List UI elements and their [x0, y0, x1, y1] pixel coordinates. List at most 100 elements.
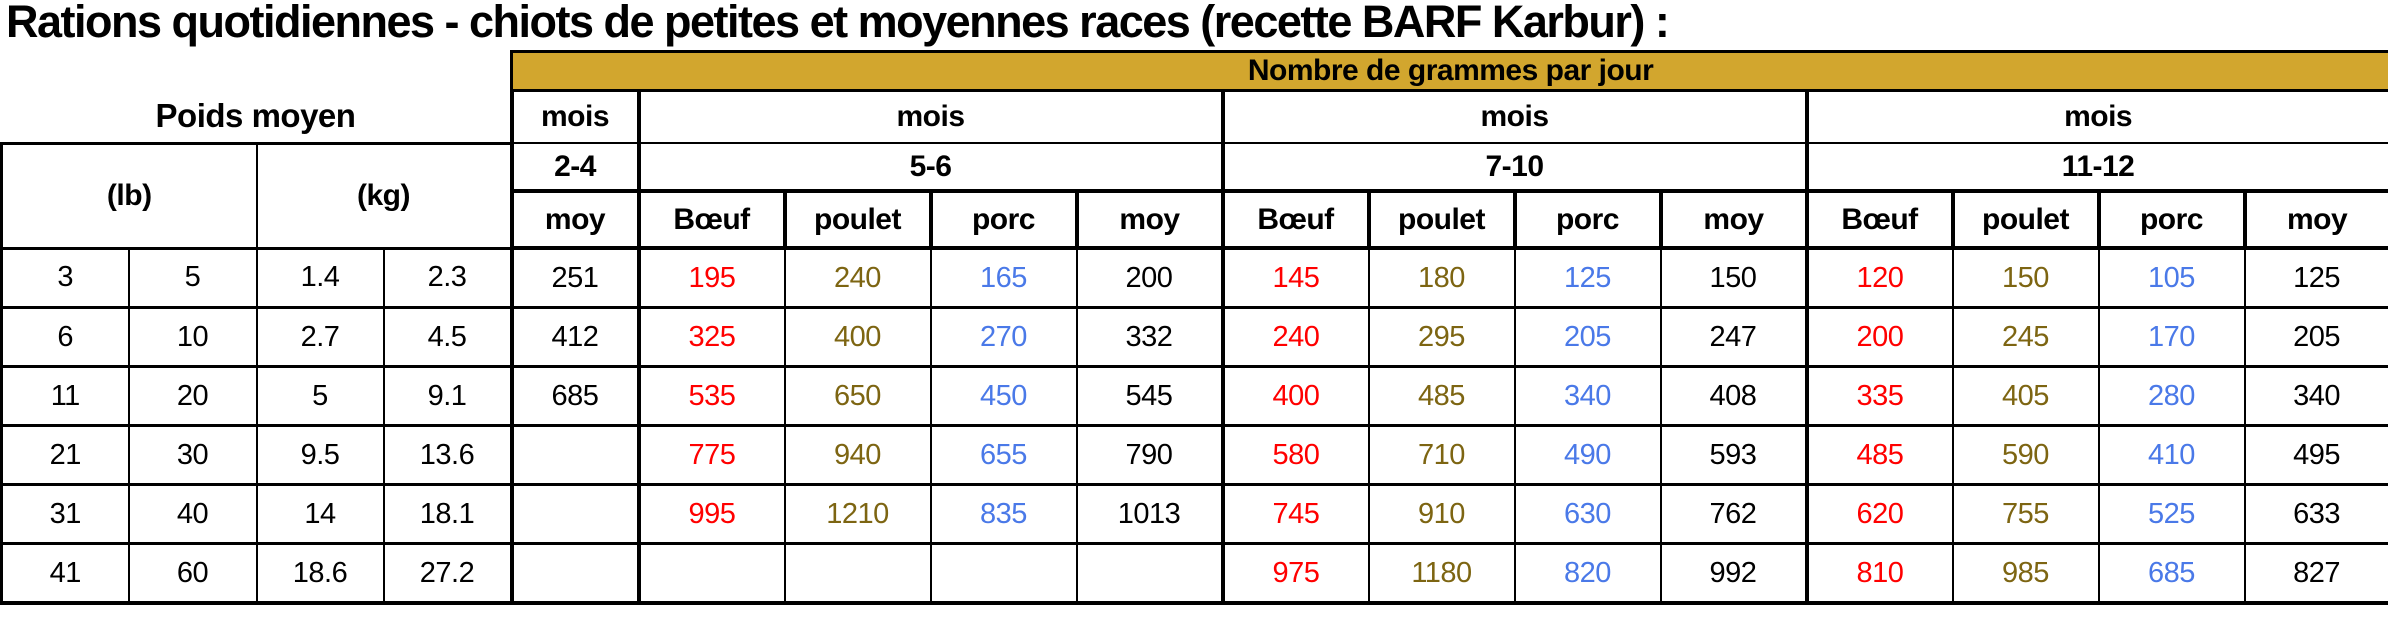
table-cell: 593 [1659, 424, 1808, 486]
table-cell: 295 [1367, 306, 1516, 368]
table-cell: 755 [1951, 483, 2100, 545]
table-cell: 332 [1075, 306, 1224, 368]
table-cell: 820 [1513, 542, 1662, 605]
table-cell: 205 [1513, 306, 1662, 368]
table-cell: 60 [127, 542, 258, 605]
table-row: 21 30 9.5 13.6 775 940 655 790 580 710 490 593 485 59… [0, 424, 2388, 486]
header-porc: porc [928, 189, 1079, 250]
spacer-cell [2, 52, 512, 91]
table-row: 6 10 2.7 4.5 412 325 400 270 332 240 295 205 247 200 2… [0, 306, 2388, 368]
table-cell: 270 [929, 306, 1078, 368]
table-cell: 412 [509, 306, 640, 368]
table-cell: 710 [1367, 424, 1516, 486]
table-cell: 21 [0, 424, 130, 486]
table-body: 3 5 1.4 2.3 251 195 240 165 200 145 180 125 150 120 15… [0, 246, 2388, 605]
table-cell: 9.1 [382, 365, 513, 427]
table-cell: 745 [1220, 483, 1370, 545]
header-boeuf: Bœuf [1804, 189, 1955, 250]
header-moy: moy [1074, 189, 1225, 250]
table-cell: 40 [127, 483, 258, 545]
header-moy: moy [1658, 189, 1809, 250]
header-poulet: poulet [782, 189, 933, 250]
table-cell: 975 [1220, 542, 1370, 605]
table-cell: 405 [1951, 365, 2100, 427]
table-cell: 910 [1367, 483, 1516, 545]
table-cell: 41 [0, 542, 130, 605]
table-cell: 105 [2097, 246, 2246, 309]
header-moy: moy [2242, 189, 2388, 250]
table-cell: 18.1 [382, 483, 513, 545]
header-mois: mois [1804, 89, 2388, 144]
table-cell: 5 [255, 365, 385, 427]
table-cell: 145 [1220, 246, 1370, 309]
header-kg: (kg) [255, 141, 513, 249]
table-cell: 4.5 [382, 306, 513, 368]
table-cell: 535 [636, 365, 786, 427]
table-cell [636, 542, 786, 605]
table-cell: 340 [2243, 365, 2388, 427]
table-cell: 655 [929, 424, 1078, 486]
table-cell: 251 [509, 246, 640, 309]
table-cell: 490 [1513, 424, 1662, 486]
table-cell: 810 [1804, 542, 1954, 605]
table-cell: 1180 [1367, 542, 1516, 605]
table-cell: 240 [1220, 306, 1370, 368]
table-cell: 400 [783, 306, 932, 368]
table-cell: 2.7 [255, 306, 385, 368]
table-cell: 195 [636, 246, 786, 309]
header-poulet: poulet [1950, 189, 2101, 250]
table-cell: 6 [0, 306, 130, 368]
table-cell: 762 [1659, 483, 1808, 545]
table-cell: 835 [929, 483, 1078, 545]
table-cell: 3 [0, 246, 130, 309]
table-cell: 31 [0, 483, 130, 545]
header-row-sub: moy Bœuf poulet porc moy Bœuf poulet por… [2, 189, 2388, 250]
table-cell: 992 [1659, 542, 1808, 605]
table-cell: 685 [509, 365, 640, 427]
table-cell: 525 [2097, 483, 2246, 545]
table-cell [509, 542, 640, 605]
rations-table: Nombre de grammes par jour Poids moyen m… [0, 50, 2388, 605]
table-cell: 200 [1075, 246, 1224, 309]
table-cell: 14 [255, 483, 385, 545]
grams-per-day-header: Nombre de grammes par jour [509, 50, 2388, 92]
table-cell: 247 [1659, 306, 1808, 368]
table-cell: 633 [2243, 483, 2388, 545]
poids-moyen-header: Poids moyen [155, 97, 356, 134]
table-cell: 125 [1513, 246, 1662, 309]
table-cell: 240 [783, 246, 932, 309]
table-cell [783, 542, 932, 605]
table-cell: 1013 [1075, 483, 1224, 545]
header-row-ranges: (lb) (kg) 2-4 5-6 7-10 11-12 [0, 141, 2388, 249]
table-cell: 580 [1220, 424, 1370, 486]
table-cell: 20 [127, 365, 258, 427]
header-range-11-12: 11-12 [1804, 142, 2388, 192]
table-cell: 450 [929, 365, 1078, 427]
table-cell: 11 [0, 365, 130, 427]
table-cell: 170 [2097, 306, 2246, 368]
table-cell: 940 [783, 424, 932, 486]
table-cell: 325 [636, 306, 786, 368]
header-poulet: poulet [1366, 189, 1517, 250]
table-cell: 775 [636, 424, 786, 486]
table-cell: 630 [1513, 483, 1662, 545]
table-cell: 410 [2097, 424, 2246, 486]
table-cell: 180 [1367, 246, 1516, 309]
table-cell: 400 [1220, 365, 1370, 427]
table-cell: 685 [2097, 542, 2246, 605]
table-cell: 2.3 [382, 246, 513, 309]
header-boeuf: Bœuf [636, 189, 787, 250]
table-cell: 9.5 [255, 424, 385, 486]
table-cell: 335 [1804, 365, 1954, 427]
header-row-mois: Poids moyen mois mois mois mois [2, 89, 2388, 144]
table-cell: 18.6 [255, 542, 385, 605]
table-cell: 30 [127, 424, 258, 486]
table-cell: 620 [1804, 483, 1954, 545]
table-cell: 495 [2243, 424, 2388, 486]
table-cell: 200 [1804, 306, 1954, 368]
table-cell: 205 [2243, 306, 2388, 368]
table-cell [509, 424, 640, 486]
page-title: Rations quotidiennes - chiots de petites… [6, 0, 1670, 47]
header-range-2-4: 2-4 [509, 142, 640, 192]
table-cell: 995 [636, 483, 786, 545]
